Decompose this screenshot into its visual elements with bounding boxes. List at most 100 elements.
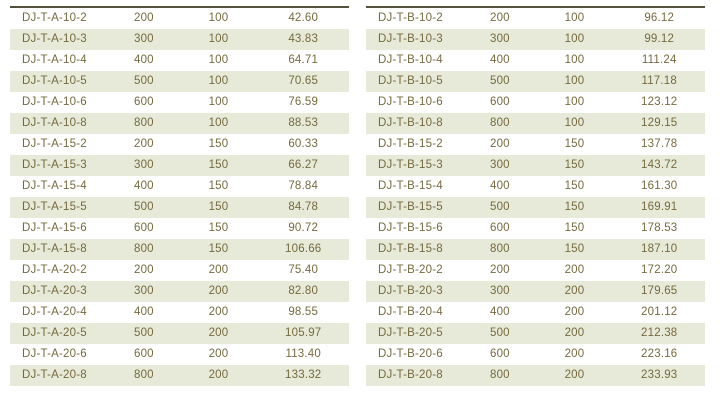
table-row: DJ-T-B-10-6 600 100 123.12 — [366, 92, 705, 113]
value-cell: 150 — [208, 243, 229, 255]
model-code-cell: DJ-T-A-10-2 — [22, 12, 87, 24]
value-cell: 300 — [133, 285, 154, 297]
table-row: DJ-T-A-10-8 800 100 88.53 — [10, 113, 349, 134]
table-row: DJ-T-A-15-3 300 150 66.27 — [10, 155, 349, 176]
value-cell: 500 — [489, 327, 510, 339]
value-cell: 201.12 — [641, 306, 678, 318]
table-row: DJ-T-B-10-2 200 100 96.12 — [366, 7, 705, 29]
value-cell: 600 — [133, 96, 154, 108]
model-code-cell: DJ-T-B-15-4 — [378, 180, 443, 192]
table-row: DJ-T-A-10-3 300 100 43.83 — [10, 29, 349, 50]
value-cell: 76.59 — [288, 96, 319, 108]
value-cell: 400 — [489, 180, 510, 192]
table-row: DJ-T-B-15-5 500 150 169.91 — [366, 197, 705, 218]
value-cell: 200 — [564, 285, 585, 297]
value-cell: 66.27 — [288, 159, 319, 171]
value-cell: 100 — [208, 12, 229, 24]
value-cell: 200 — [208, 348, 229, 360]
table-row: DJ-T-A-10-2 200 100 42.60 — [10, 7, 349, 29]
spec-table-dj-t-a: DJ-T-A-10-2 200 100 42.60 DJ-T-A-10-3 300 100 4… — [10, 6, 349, 386]
value-cell: 150 — [564, 243, 585, 255]
table-row: DJ-T-A-20-6 600 200 113.40 — [10, 344, 349, 365]
model-code-cell: DJ-T-A-15-8 — [22, 243, 87, 255]
value-cell: 113.40 — [285, 348, 321, 360]
value-cell: 800 — [489, 369, 510, 381]
value-cell: 300 — [133, 33, 154, 45]
value-cell: 500 — [489, 75, 510, 87]
value-cell: 133.32 — [285, 369, 322, 381]
model-code-cell: DJ-T-B-20-8 — [378, 369, 443, 381]
value-cell: 150 — [564, 138, 585, 150]
value-cell: 100 — [564, 54, 585, 66]
value-cell: 150 — [208, 138, 229, 150]
value-cell: 106.66 — [285, 243, 322, 255]
model-code-cell: DJ-T-B-20-4 — [378, 306, 443, 318]
value-cell: 150 — [208, 159, 229, 171]
value-cell: 200 — [208, 285, 229, 297]
model-code-cell: DJ-T-B-20-2 — [378, 264, 443, 276]
value-cell: 300 — [133, 159, 154, 171]
value-cell: 800 — [133, 369, 154, 381]
value-cell: 400 — [133, 54, 154, 66]
value-cell: 500 — [133, 327, 154, 339]
model-code-cell: DJ-T-A-20-4 — [22, 306, 87, 318]
model-code-cell: DJ-T-A-10-8 — [22, 117, 87, 129]
value-cell: 200 — [133, 12, 154, 24]
value-cell: 100 — [564, 75, 585, 87]
model-code-cell: DJ-T-B-10-3 — [378, 33, 443, 45]
table-row: DJ-T-A-10-5 500 100 70.65 — [10, 71, 349, 92]
model-code-cell: DJ-T-B-20-6 — [378, 348, 443, 360]
model-code-cell: DJ-T-B-15-8 — [378, 243, 443, 255]
value-cell: 100 — [564, 12, 585, 24]
value-cell: 98.55 — [288, 306, 319, 318]
value-cell: 150 — [564, 201, 585, 213]
value-cell: 117.18 — [641, 75, 677, 87]
value-cell: 84.78 — [288, 201, 319, 213]
model-code-cell: DJ-T-A-10-4 — [22, 54, 87, 66]
value-cell: 200 — [564, 306, 585, 318]
value-cell: 600 — [489, 96, 510, 108]
value-cell: 400 — [133, 180, 154, 192]
value-cell: 200 — [564, 264, 585, 276]
value-cell: 600 — [489, 222, 510, 234]
value-cell: 78.84 — [288, 180, 319, 192]
model-code-cell: DJ-T-B-10-2 — [378, 12, 443, 24]
table-row: DJ-T-B-15-4 400 150 161.30 — [366, 176, 705, 197]
value-cell: 400 — [489, 54, 510, 66]
value-cell: 200 — [489, 12, 510, 24]
value-cell: 143.72 — [641, 159, 678, 171]
model-code-cell: DJ-T-B-10-5 — [378, 75, 443, 87]
value-cell: 172.20 — [641, 264, 678, 276]
value-cell: 800 — [489, 243, 510, 255]
value-cell: 42.60 — [288, 12, 319, 24]
table-row: DJ-T-A-20-2 200 200 75.40 — [10, 260, 349, 281]
model-code-cell: DJ-T-A-15-4 — [22, 180, 87, 192]
value-cell: 43.83 — [288, 33, 319, 45]
model-code-cell: DJ-T-B-20-3 — [378, 285, 443, 297]
value-cell: 800 — [133, 243, 154, 255]
value-cell: 150 — [208, 201, 229, 213]
table-row: DJ-T-A-15-2 200 150 60.33 — [10, 134, 349, 155]
table-row: DJ-T-B-10-8 800 100 129.15 — [366, 113, 705, 134]
value-cell: 223.16 — [641, 348, 678, 360]
model-code-cell: DJ-T-B-20-5 — [378, 327, 443, 339]
value-cell: 500 — [133, 75, 154, 87]
spec-tables-container: DJ-T-A-10-2 200 100 42.60 DJ-T-A-10-3 300 100 4… — [10, 6, 705, 386]
table-row: DJ-T-A-10-4 400 100 64.71 — [10, 50, 349, 71]
value-cell: 100 — [208, 33, 229, 45]
value-cell: 800 — [489, 117, 510, 129]
value-cell: 300 — [489, 33, 510, 45]
value-cell: 70.65 — [288, 75, 319, 87]
value-cell: 200 — [208, 369, 229, 381]
table-row: DJ-T-A-20-4 400 200 98.55 — [10, 302, 349, 323]
table-row: DJ-T-B-10-3 300 100 99.12 — [366, 29, 705, 50]
spec-table-a-body: DJ-T-A-10-2 200 100 42.60 DJ-T-A-10-3 300 100 4… — [10, 7, 349, 386]
value-cell: 129.15 — [641, 117, 678, 129]
value-cell: 300 — [489, 285, 510, 297]
value-cell: 200 — [208, 264, 229, 276]
table-row: DJ-T-B-20-6 600 200 223.16 — [366, 344, 705, 365]
value-cell: 100 — [208, 75, 229, 87]
value-cell: 100 — [564, 33, 585, 45]
model-code-cell: DJ-T-A-10-6 — [22, 96, 87, 108]
value-cell: 200 — [564, 369, 585, 381]
